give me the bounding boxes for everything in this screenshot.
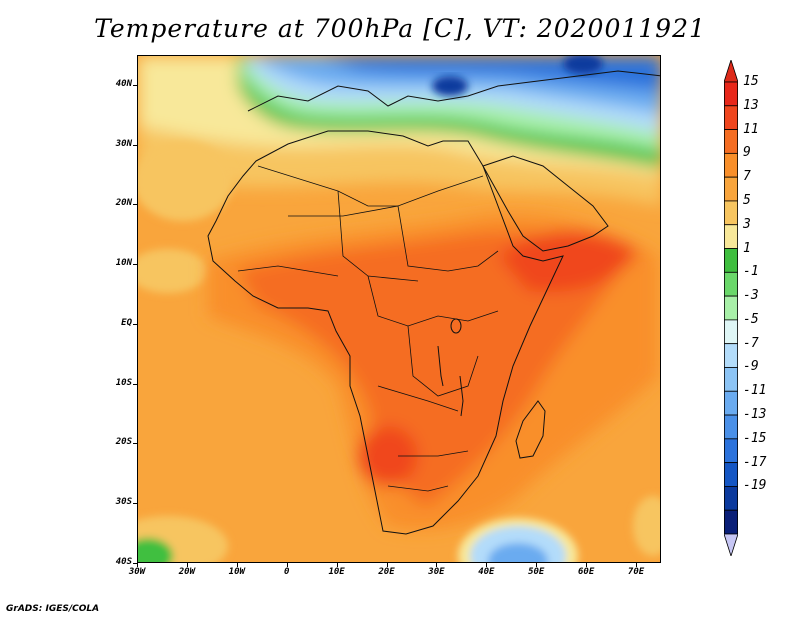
colorbar-swatch [724,224,738,249]
arabia-outline [482,155,609,252]
lat-tick [133,264,137,266]
colorbar-swatch [724,509,738,535]
lat-label: 10S [115,377,132,388]
lon-label: 30W [128,567,146,577]
lon-label: 40E [478,567,495,577]
temperature-map [138,56,660,562]
great-lakes [437,318,464,417]
colorbar-swatch [724,367,738,392]
colorbar-label: 11 [743,121,759,137]
colorbar-label: -13 [743,407,767,423]
colorbar-label: 9 [743,145,751,161]
colorbar-label: 15 [743,74,759,89]
colorbar-label: -1 [743,264,759,280]
southern-cold-patches [138,496,660,562]
colorbar-swatch [724,129,738,154]
lat-tick [133,443,137,445]
lon-tick [137,563,138,567]
lat-label: 20N [115,198,132,209]
cold-core-caspian [563,56,603,74]
africa-coastline [207,130,564,535]
lon-tick [336,563,338,567]
lon-label: 50E [528,567,545,577]
colorbar-label: -17 [743,454,767,470]
lon-label: 10E [328,567,345,577]
lon-label: 0 [283,567,290,577]
colorbar-swatch [724,486,738,511]
colorbar-label: 1 [743,240,751,256]
lon-label: 70E [627,567,645,577]
colorbar-label: -11 [743,383,767,399]
colorbar-swatch [724,152,738,178]
colorbar [724,60,738,556]
lat-label: 30N [115,138,132,149]
lon-label: 30E [428,567,445,577]
lat-label: 30S [115,497,132,508]
lon-tick [286,563,288,567]
lat-label: EQ [121,317,132,328]
colorbar-swatch [724,105,738,130]
madagascar-outline [515,400,546,459]
colorbar-swatch [724,271,738,297]
colorbar-label: 7 [743,169,751,185]
lon-label: 60E [578,567,595,577]
colorbar-swatch [724,319,738,345]
colorbar-label: -5 [743,311,759,327]
colorbar-label: -15 [743,430,767,446]
lon-tick [486,563,488,567]
europe-coastline [247,70,660,112]
lat-label: 10N [115,258,132,269]
lat-tick [133,204,137,206]
northern-cold-bands [138,56,660,206]
map-plot-area [137,55,661,563]
colorbar-label: 5 [743,192,751,208]
lat-label: 40N [115,78,132,89]
colorbar-label: -7 [743,335,759,351]
lat-tick [133,84,137,86]
colorbar-swatch [724,462,738,487]
lon-tick [236,563,238,567]
lon-tick [186,563,188,567]
colorbar-swatch [724,248,738,273]
lat-tick [133,563,137,564]
lon-tick [536,563,538,567]
colorbar-swatch [724,343,738,368]
lat-label: 40S [115,557,132,567]
lon-label: 10W [228,567,245,577]
colorbar-top-triangle [724,60,738,83]
colorbar-label: -9 [743,359,759,375]
lon-tick [386,563,388,567]
lat-tick [133,503,137,505]
colorbar-label: -3 [743,288,759,304]
atlantic-cool-patches [138,141,233,293]
lat-tick [133,144,137,146]
lat-tick [133,383,137,385]
colorbar-swatch [724,390,738,416]
colorbar-swatch [724,414,738,440]
lon-tick [586,563,588,567]
colorbar-swatch [724,295,738,321]
colorbar-bottom-triangle [724,533,738,556]
lon-tick [636,563,638,567]
grads-credit: GrADS: IGES/COLA [6,604,100,614]
lon-tick [436,563,438,567]
lat-label: 20S [115,437,132,448]
lat-tick [133,323,137,325]
map-title: Temperature at 700hPa [C], VT: 202001192… [94,14,706,43]
lon-label: 20W [178,567,196,577]
colorbar-label: 13 [743,97,759,113]
colorbar-swatch [724,176,738,202]
colorbar-swatch [724,81,738,107]
colorbar-label: 3 [743,216,751,232]
colorbar-swatch [724,438,738,464]
colorbar-swatch [724,200,738,226]
country-borders [237,165,499,492]
cold-core-turkey [432,76,468,96]
lon-label: 20E [378,567,395,577]
colorbar-label: -19 [743,478,767,494]
